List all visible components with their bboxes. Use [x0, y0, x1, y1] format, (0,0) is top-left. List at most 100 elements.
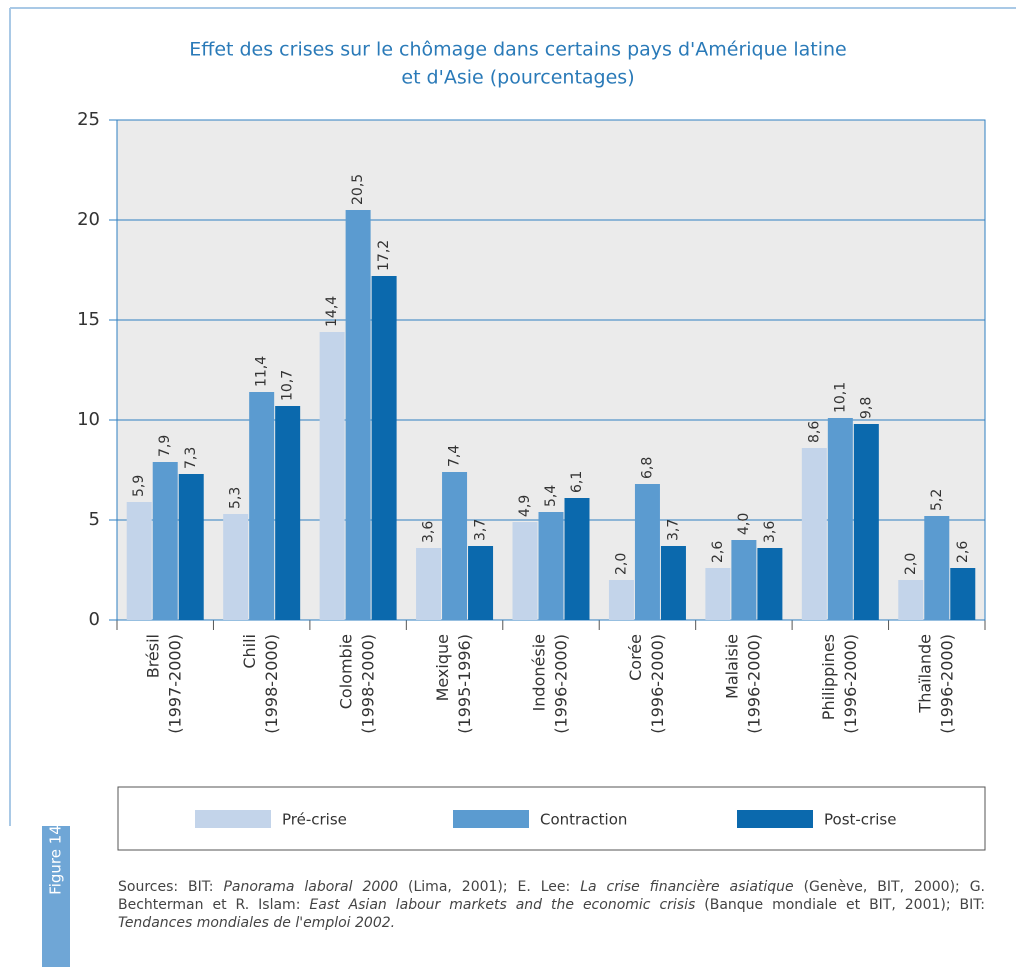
source-note: Sources: BIT: Panorama laboral 2000 (Lim…: [118, 878, 985, 932]
x-tick-label: (1996-2000): [744, 634, 763, 734]
legend-label: Contraction: [540, 811, 627, 829]
bar: [660, 546, 686, 620]
value-label: 8,6: [806, 421, 822, 443]
y-tick-label: 10: [77, 409, 100, 430]
value-label: 6,8: [639, 457, 655, 479]
bar: [223, 514, 249, 620]
source-segment: (Genève, BIT, 2000); G. Bechterman et R.…: [118, 879, 985, 913]
value-label: 10,7: [280, 370, 296, 401]
bar: [442, 472, 468, 620]
x-tick-label: (1996-2000): [648, 634, 667, 734]
legend-swatch: [737, 810, 813, 828]
value-label: 20,5: [350, 174, 366, 205]
y-tick-label: 25: [77, 109, 100, 130]
source-segment: (Lima, 2001); E. Lee:: [398, 879, 581, 895]
bar: [538, 512, 564, 620]
legend-label: Post-crise: [824, 811, 896, 829]
bar: [608, 580, 634, 620]
bar: [705, 568, 731, 620]
x-tick-label: (1996-2000): [552, 634, 571, 734]
bar: [319, 332, 345, 620]
chart-title: et d'Asie (pourcentages): [401, 67, 634, 89]
value-label: 3,6: [762, 521, 778, 543]
bar: [275, 406, 301, 620]
y-tick-label: 20: [77, 209, 100, 230]
value-label: 7,9: [157, 435, 173, 457]
value-label: 2,6: [955, 541, 971, 563]
bar: [950, 568, 976, 620]
bar: [178, 474, 204, 620]
bar: [371, 276, 397, 620]
x-tick-label: (1998-2000): [359, 634, 378, 734]
bar: [564, 498, 590, 620]
bar: [416, 548, 442, 620]
value-label: 5,3: [228, 487, 244, 509]
value-label: 5,9: [131, 475, 147, 497]
bar: [512, 522, 538, 620]
bar: [757, 548, 783, 620]
bar: [345, 210, 371, 620]
source-segment: East Asian labour markets and the econom…: [309, 897, 696, 913]
source-segment: (Banque mondiale et BIT, 2001); BIT:: [695, 897, 986, 913]
value-label: 2,0: [903, 553, 919, 575]
y-tick-label: 15: [77, 309, 100, 330]
bar: [924, 516, 950, 620]
x-tick-label: Corée: [626, 634, 645, 681]
bar: [827, 418, 853, 620]
x-tick-label: Thaïlande: [915, 634, 934, 714]
value-label: 9,8: [858, 397, 874, 419]
source-segment: Tendances mondiales de l'emploi 2002.: [118, 915, 396, 931]
value-label: 5,4: [543, 485, 559, 507]
legend-box: [117, 786, 986, 851]
source-segment: La crise financière asiatique: [580, 879, 794, 895]
bar: [853, 424, 879, 620]
x-tick-label: Philippines: [819, 634, 838, 720]
x-tick-label: Colombie: [337, 634, 356, 709]
value-label: 3,7: [665, 519, 681, 541]
bar: [126, 502, 152, 620]
value-label: 17,2: [376, 240, 392, 271]
value-label: 4,0: [736, 513, 752, 535]
value-label: 7,3: [183, 447, 199, 469]
x-tick-label: Mexique: [433, 634, 452, 701]
x-tick-label: (1997-2000): [166, 634, 185, 734]
chart-title: Effet des crises sur le chômage dans cer…: [189, 39, 847, 61]
source-segment: Panorama laboral 2000: [223, 879, 399, 895]
value-label: 4,9: [517, 495, 533, 517]
x-tick-label: (1996-2000): [841, 634, 860, 734]
value-label: 3,6: [421, 521, 437, 543]
x-tick-label: (1996-2000): [937, 634, 956, 734]
value-label: 6,1: [569, 471, 585, 493]
x-tick-label: (1998-2000): [262, 634, 281, 734]
value-label: 5,2: [929, 489, 945, 511]
value-label: 10,1: [832, 382, 848, 413]
value-label: 2,0: [613, 553, 629, 575]
bar: [152, 462, 178, 620]
figure-tab: [42, 826, 70, 967]
legend-label: Pré-crise: [282, 811, 347, 829]
value-label: 2,6: [710, 541, 726, 563]
y-tick-label: 5: [89, 509, 100, 530]
x-tick-label: Indonésie: [530, 634, 549, 711]
value-label: 14,4: [324, 296, 340, 327]
value-label: 11,4: [254, 356, 270, 387]
x-tick-label: Malaisie: [722, 634, 741, 699]
bar: [801, 448, 827, 620]
bar: [249, 392, 275, 620]
bar: [898, 580, 924, 620]
value-label: 3,7: [473, 519, 489, 541]
x-tick-label: (1995-1996): [455, 634, 474, 734]
source-segment: Sources: BIT:: [118, 879, 224, 895]
x-tick-label: Brésil: [144, 634, 163, 678]
value-label: 7,4: [447, 445, 463, 467]
legend-swatch: [453, 810, 529, 828]
bar: [731, 540, 757, 620]
bar: [634, 484, 660, 620]
figure-label: Figure 14: [47, 825, 65, 895]
legend-swatch: [195, 810, 271, 828]
bar: [468, 546, 494, 620]
y-tick-label: 0: [89, 609, 100, 630]
x-tick-label: Chili: [240, 634, 259, 669]
